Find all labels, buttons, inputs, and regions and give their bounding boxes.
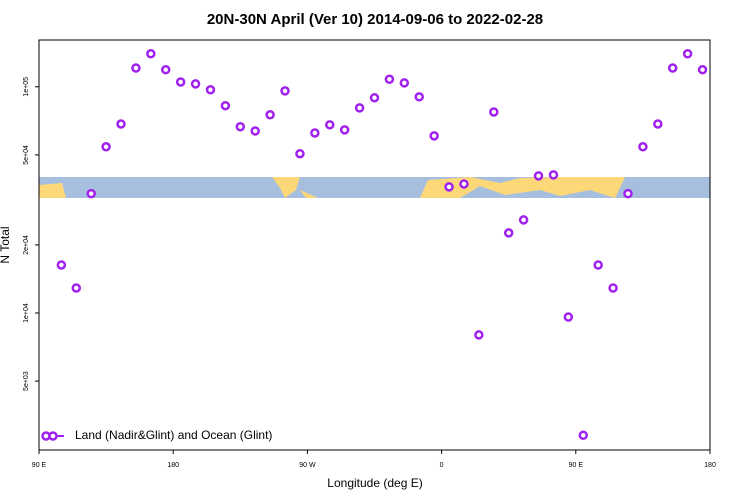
legend-label: Land (Nadir&Glint) and Ocean (Glint) — [75, 428, 272, 442]
point — [146, 48, 156, 59]
x-tick-label: 0 — [440, 462, 444, 469]
point — [190, 79, 201, 89]
point — [667, 63, 678, 73]
point — [533, 171, 544, 181]
point — [220, 100, 231, 111]
land — [420, 177, 625, 198]
x-axis-label: Longitude (deg E) — [327, 476, 422, 490]
point — [429, 131, 439, 141]
map-strip — [39, 177, 710, 198]
land — [272, 177, 300, 198]
x-tick-label: 180 — [167, 462, 179, 469]
point — [86, 188, 96, 199]
point — [175, 77, 186, 87]
point — [339, 125, 350, 135]
point — [682, 48, 693, 59]
y-tick-label: 5e+03 — [23, 371, 30, 391]
point — [697, 64, 708, 75]
point — [503, 228, 514, 238]
y-tick-label: 1e+04 — [23, 303, 30, 323]
x-tick-label: 180 — [704, 462, 716, 469]
point — [623, 188, 633, 199]
point — [518, 215, 529, 225]
y-tick-label: 5e+04 — [23, 145, 30, 165]
x-tick-label: 90 E — [569, 462, 584, 469]
y-axis-label: N Total — [0, 226, 12, 263]
point — [489, 107, 499, 117]
point — [131, 63, 141, 73]
point — [280, 86, 290, 96]
y-tick-label: 1e+05 — [23, 77, 30, 97]
point — [354, 103, 365, 113]
point — [414, 92, 424, 102]
land — [39, 183, 66, 198]
point — [71, 283, 82, 293]
point — [310, 128, 320, 138]
point — [578, 430, 589, 441]
point — [205, 85, 216, 95]
point — [638, 142, 648, 152]
point — [563, 312, 574, 322]
point — [593, 260, 603, 270]
point — [325, 120, 335, 130]
point — [399, 78, 410, 88]
point — [444, 182, 454, 192]
point — [235, 121, 246, 132]
point — [295, 148, 305, 159]
point — [548, 170, 559, 180]
point — [369, 93, 380, 103]
legend-marker — [48, 431, 58, 441]
legend: Land (Nadir&Glint) and Ocean (Glint) — [41, 428, 272, 442]
point — [56, 260, 67, 270]
land — [300, 190, 318, 198]
point — [384, 74, 395, 84]
point — [653, 119, 663, 129]
x-tick-label: 90 W — [299, 462, 316, 469]
point — [474, 330, 484, 340]
point — [608, 283, 618, 293]
point — [459, 179, 469, 189]
chart-title: 20N-30N April (Ver 10) 2014-09-06 to 202… — [207, 11, 543, 28]
x-tick-label: 90 E — [32, 462, 47, 469]
y-tick-label: 2e+04 — [23, 235, 30, 255]
point — [250, 126, 260, 136]
point — [265, 110, 275, 120]
point — [160, 64, 171, 75]
point — [101, 142, 111, 152]
point — [116, 119, 126, 129]
